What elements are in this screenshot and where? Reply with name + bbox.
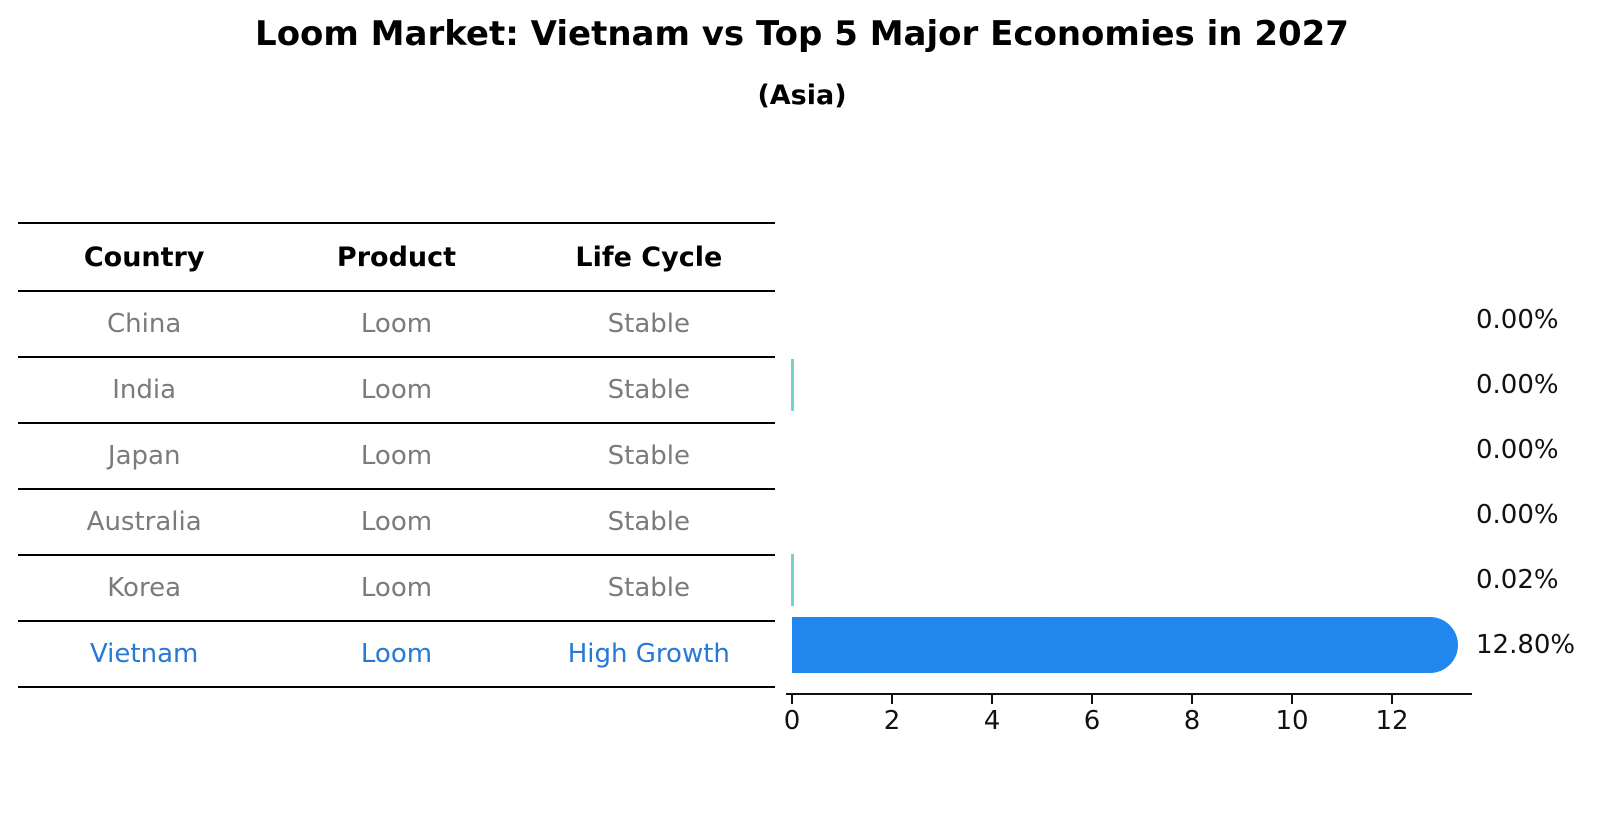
table-row: Australia Loom Stable xyxy=(18,490,775,556)
table-row: India Loom Stable xyxy=(18,358,775,424)
data-table: Country Product Life Cycle China Loom Stable I… xyxy=(18,222,775,688)
cell-life-cycle: Stable xyxy=(607,375,690,405)
x-axis-tick xyxy=(1391,695,1393,704)
x-axis-tick xyxy=(1291,695,1293,704)
table-row: Korea Loom Stable xyxy=(18,556,775,622)
x-axis-tick-label: 6 xyxy=(1083,706,1101,736)
value-label: 0.00% xyxy=(1476,370,1559,400)
table-row: China Loom Stable xyxy=(18,292,775,358)
x-axis-tick xyxy=(891,695,893,704)
bar-vietnam xyxy=(792,617,1458,673)
value-label: 0.00% xyxy=(1476,435,1559,465)
cell-country: China xyxy=(107,309,182,339)
cell-life-cycle: Stable xyxy=(607,507,690,537)
cell-country: Vietnam xyxy=(89,639,199,669)
bar-india xyxy=(791,359,794,411)
cell-product: Loom xyxy=(360,441,433,471)
cell-country: Japan xyxy=(107,441,181,471)
value-label: 12.80% xyxy=(1476,630,1576,660)
bar-korea xyxy=(791,554,794,606)
x-axis-tick-label: 0 xyxy=(783,706,801,736)
cell-country: India xyxy=(112,375,177,405)
header-cell-product: Product xyxy=(336,241,457,273)
page-title: Loom Market: Vietnam vs Top 5 Major Econ… xyxy=(255,14,1349,54)
cell-life-cycle: High Growth xyxy=(567,639,730,669)
value-label: 0.02% xyxy=(1476,565,1559,595)
x-axis-line xyxy=(786,693,1472,695)
x-axis-tick-label: 4 xyxy=(983,706,1001,736)
cell-life-cycle: Stable xyxy=(607,309,690,339)
x-axis-tick xyxy=(791,695,793,704)
cell-life-cycle: Stable xyxy=(607,441,690,471)
page-subtitle: (Asia) xyxy=(757,80,847,111)
table-row: Japan Loom Stable xyxy=(18,424,775,490)
x-axis-tick xyxy=(1091,695,1093,704)
value-label: 0.00% xyxy=(1476,305,1559,335)
table-row: Vietnam Loom High Growth xyxy=(18,622,775,688)
x-axis-tick xyxy=(1191,695,1193,704)
value-label: 0.00% xyxy=(1476,500,1559,530)
table-header-row: Country Product Life Cycle xyxy=(18,224,775,292)
x-axis-tick-label: 10 xyxy=(1275,706,1309,736)
header-cell-country: Country xyxy=(83,241,205,273)
x-axis-tick-label: 8 xyxy=(1183,706,1201,736)
x-axis-tick-label: 12 xyxy=(1375,706,1409,736)
cell-product: Loom xyxy=(360,309,433,339)
cell-product: Loom xyxy=(360,375,433,405)
cell-country: Australia xyxy=(86,507,202,537)
header-cell-life-cycle: Life Cycle xyxy=(575,241,723,273)
cell-life-cycle: Stable xyxy=(607,573,690,603)
x-axis-tick xyxy=(991,695,993,704)
cell-product: Loom xyxy=(360,507,433,537)
x-axis-tick-label: 2 xyxy=(883,706,901,736)
cell-product: Loom xyxy=(360,639,433,669)
cell-product: Loom xyxy=(360,573,433,603)
cell-country: Korea xyxy=(107,573,182,603)
